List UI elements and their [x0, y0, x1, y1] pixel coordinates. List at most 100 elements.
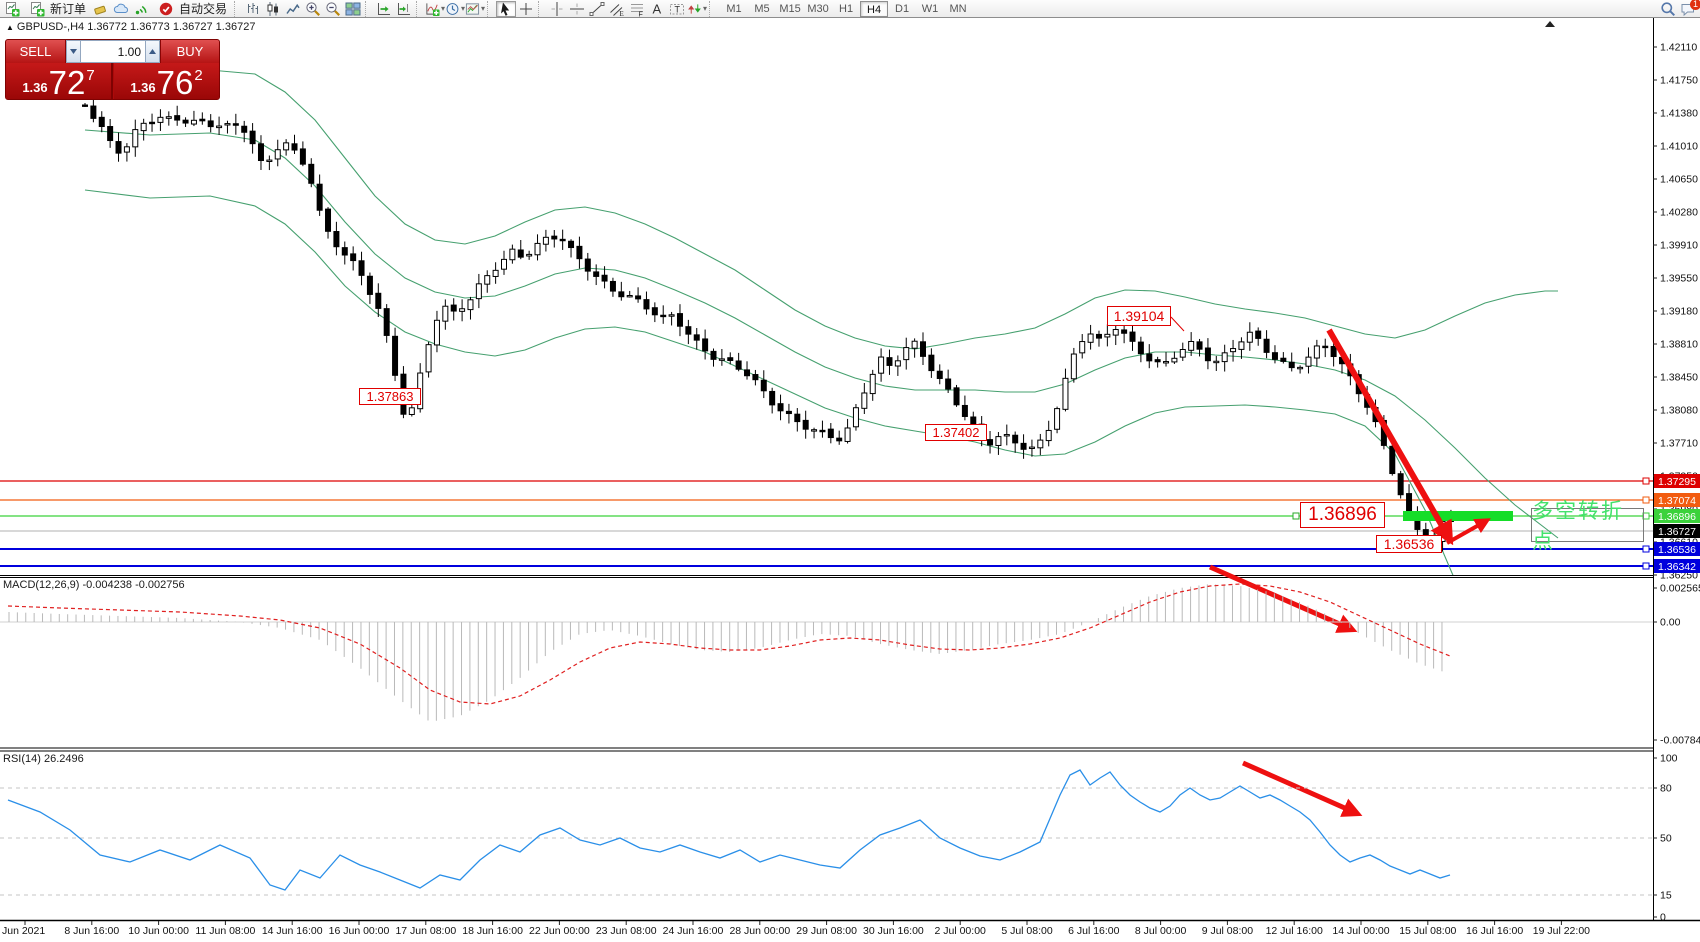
candle-body — [459, 308, 466, 312]
candle-body — [1171, 357, 1178, 363]
time-axis-label: Jun 2021 — [2, 925, 45, 937]
support-highlight-bar[interactable] — [1403, 511, 1513, 521]
macd-signal-line — [7, 583, 1451, 705]
hline-icon[interactable] — [567, 1, 587, 17]
auto-trading-button[interactable]: 自动交易 — [151, 1, 232, 17]
eraser-icon[interactable] — [91, 1, 111, 17]
label-icon[interactable]: T — [667, 1, 687, 17]
line-anchor-handle[interactable] — [1642, 477, 1650, 485]
label-anchor-handle[interactable] — [1292, 512, 1300, 520]
candle-body — [442, 305, 449, 322]
bar-chart-icon[interactable] — [243, 1, 263, 17]
volume-input[interactable] — [81, 40, 145, 63]
price-tag-1.37074 — [1654, 493, 1700, 507]
notification-badge: 1 — [1690, 0, 1700, 10]
candle-body — [693, 334, 700, 341]
timeframe-w1[interactable]: W1 — [921, 2, 939, 15]
price-axis-label: 1.39180 — [1660, 306, 1698, 318]
price-annotation-label[interactable]: 1.36536 — [1376, 535, 1442, 553]
candle-body — [325, 208, 332, 232]
buy-price-pip: 2 — [194, 67, 203, 84]
template-icon[interactable]: ▾ — [465, 1, 485, 17]
toolbar-separator — [538, 0, 545, 17]
search-icon[interactable] — [1658, 1, 1678, 17]
trend-arrow-1[interactable] — [1326, 328, 1454, 546]
new-order-button[interactable]: 新订单 — [22, 1, 91, 17]
candle-body — [1146, 353, 1153, 362]
timeframe-m30[interactable]: M30 — [807, 2, 829, 15]
chat-icon[interactable]: 1 — [1678, 0, 1700, 17]
period-icon[interactable]: ▾ — [445, 1, 465, 17]
rsi-line — [7, 769, 1451, 891]
trend-reversal-note[interactable]: 多空转折点 — [1531, 500, 1644, 553]
sell-button[interactable]: SELL — [6, 40, 66, 63]
candle-body — [526, 253, 533, 257]
time-axis-label: 2 Jul 00:00 — [935, 925, 987, 937]
candle-body — [1389, 445, 1396, 475]
auto-scroll-icon[interactable] — [374, 1, 394, 17]
timeframe-m5[interactable]: M5 — [754, 2, 770, 15]
line-anchor-handle[interactable] — [1642, 545, 1650, 553]
candle-body — [911, 340, 918, 349]
candle-chart-icon[interactable] — [263, 1, 283, 17]
candle-body — [861, 392, 868, 409]
rsi-indicator-label: RSI(14) 26.2496 — [3, 753, 84, 765]
timeframe-d1[interactable]: D1 — [895, 2, 910, 15]
candle-body — [467, 299, 474, 311]
candle-body — [593, 271, 600, 277]
new-chart-icon[interactable] — [2, 1, 22, 17]
cloud-icon[interactable] — [111, 1, 131, 17]
zoom-in-icon[interactable] — [303, 1, 323, 17]
time-axis-label: 23 Jun 08:00 — [596, 925, 657, 937]
timeframe-m1[interactable]: M1 — [726, 2, 742, 15]
timeframe-mn[interactable]: MN — [949, 2, 967, 15]
signal-icon[interactable] — [131, 1, 151, 17]
symbol-ohlc-text: GBPUSD-,H4 1.36772 1.36773 1.36727 1.367… — [16, 21, 256, 33]
chart-shift-icon[interactable] — [394, 1, 414, 17]
candle-body — [727, 357, 734, 361]
trend-arrow-2[interactable] — [1446, 518, 1491, 545]
price-annotation-label[interactable]: 1.36896 — [1300, 502, 1385, 528]
vline-icon[interactable] — [547, 1, 567, 17]
volume-increase-button[interactable] — [145, 40, 160, 63]
timeframe-m15[interactable]: M15 — [779, 2, 801, 15]
buy-button[interactable]: BUY — [160, 40, 219, 63]
text-icon[interactable]: A — [647, 1, 667, 17]
line-chart-icon[interactable] — [283, 1, 303, 17]
crosshair-icon[interactable] — [516, 1, 536, 17]
zoom-out-icon[interactable] — [323, 1, 343, 17]
channel-icon[interactable]: E — [607, 1, 627, 17]
price-annotation-label[interactable]: 1.37863 — [359, 388, 421, 405]
buy-price-prefix: 1.36 — [130, 80, 156, 95]
price-axis-label: 1.38810 — [1660, 339, 1698, 351]
candle-body — [777, 403, 784, 412]
shapes-icon[interactable]: ▾ — [687, 1, 707, 17]
svg-text:E: E — [620, 10, 624, 17]
line-anchor-handle[interactable] — [1642, 496, 1650, 504]
candle-body — [1263, 338, 1270, 353]
sell-price-display[interactable]: 1.36 72 7 — [6, 63, 113, 100]
candle-body — [542, 236, 549, 245]
sell-price-big: 72 — [48, 64, 86, 100]
time-axis-label: 12 Jul 16:00 — [1266, 925, 1323, 937]
timeframe-h1[interactable]: H1 — [839, 2, 854, 15]
volume-decrease-button[interactable] — [66, 40, 81, 63]
trendline-icon[interactable] — [587, 1, 607, 17]
candle-body — [576, 245, 583, 260]
fibonacci-icon[interactable]: F — [627, 1, 647, 17]
buy-price-display[interactable]: 1.36 76 2 — [114, 63, 219, 99]
price-axis-label: 1.41750 — [1660, 75, 1698, 87]
cursor-icon[interactable] — [496, 0, 517, 17]
timeframe-h4[interactable]: H4 — [860, 0, 889, 17]
price-annotation-label[interactable]: 1.37402 — [925, 424, 987, 441]
candle-body — [1070, 353, 1077, 380]
tile-windows-icon[interactable] — [343, 1, 363, 17]
price-annotation-label[interactable]: 1.39104 — [1107, 306, 1171, 326]
trend-arrow-3[interactable] — [1208, 564, 1358, 633]
rsi-axis-label: 0 — [1660, 912, 1666, 924]
line-anchor-handle[interactable] — [1642, 562, 1650, 570]
indicators-icon[interactable]: ▾ — [425, 1, 445, 17]
candle-body — [392, 335, 399, 376]
candle-body — [1255, 330, 1262, 339]
